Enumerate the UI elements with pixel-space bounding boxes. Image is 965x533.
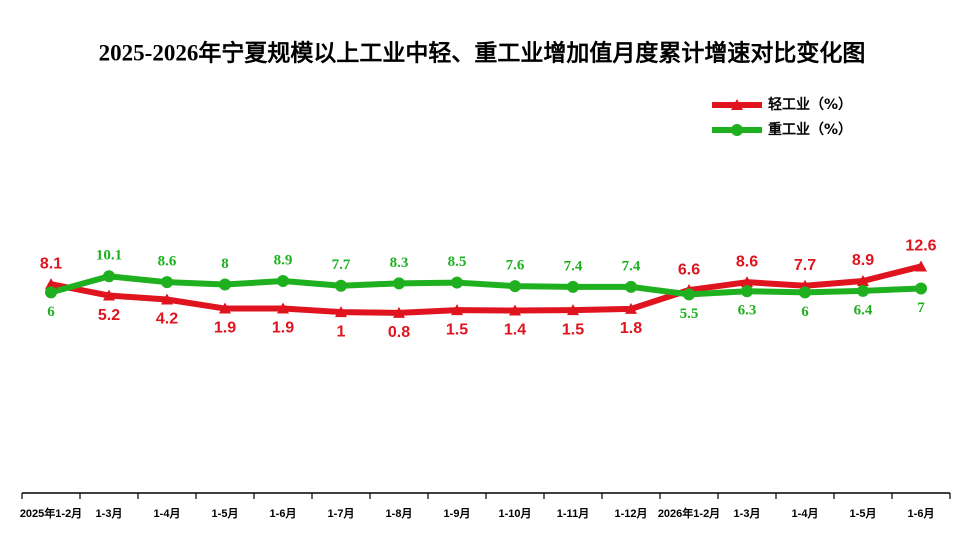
point (219, 278, 231, 291)
x-tick-label: 1-10月 (498, 507, 531, 520)
data-label: 8.9 (852, 252, 874, 269)
point (335, 279, 347, 292)
data-label: 5.2 (98, 307, 120, 324)
point (731, 124, 743, 136)
legend-label: 重工业（%） (768, 121, 852, 138)
point (451, 304, 463, 316)
point (161, 293, 173, 305)
point (625, 280, 637, 293)
x-tick-label: 1-3月 (734, 507, 761, 520)
point (857, 284, 869, 297)
point (219, 302, 231, 314)
data-label: 0.8 (388, 324, 410, 341)
data-label: 1.5 (446, 321, 468, 338)
data-label: 7.6 (506, 258, 525, 274)
data-label: 7.7 (332, 257, 351, 273)
x-tick-label: 1-5月 (850, 507, 877, 520)
point (103, 289, 115, 301)
data-label: 1.9 (214, 320, 236, 337)
point (161, 276, 173, 289)
data-label: 8.3 (390, 255, 409, 271)
data-label: 1 (337, 323, 346, 340)
data-label: 7.4 (564, 258, 583, 274)
x-tick-label: 1-11月 (557, 507, 589, 520)
point (915, 260, 927, 272)
x-tick-label: 1-8月 (386, 507, 413, 520)
data-label: 1.8 (620, 320, 642, 337)
point (45, 286, 57, 299)
x-tick-label: 1-4月 (154, 507, 181, 520)
point (103, 270, 115, 283)
data-label: 8.1 (40, 255, 62, 272)
data-label: 8 (221, 256, 229, 272)
data-label: 12.6 (905, 238, 936, 255)
data-label: 1.4 (504, 322, 526, 339)
data-label: 8.6 (736, 253, 758, 270)
point (625, 302, 637, 314)
point (567, 280, 579, 293)
point (277, 302, 289, 314)
data-label: 4.2 (156, 311, 178, 328)
data-label: 8.5 (448, 254, 467, 270)
data-label: 10.1 (96, 248, 122, 264)
point (45, 278, 57, 290)
x-tick-label: 1-4月 (792, 507, 819, 520)
data-label: 7 (917, 300, 925, 316)
point (451, 276, 463, 289)
x-tick-label: 1-3月 (96, 507, 123, 520)
point (857, 274, 869, 286)
x-tick-label: 1-6月 (908, 507, 935, 520)
data-label: 7.7 (794, 257, 816, 274)
x-tick-label: 2026年1-2月 (658, 506, 720, 520)
data-label: 6 (801, 304, 809, 320)
point (277, 274, 289, 287)
point (335, 306, 347, 318)
point (731, 99, 743, 110)
series-line (50, 263, 922, 316)
point (509, 304, 521, 316)
data-label: 6.4 (854, 302, 873, 318)
point (567, 304, 579, 316)
data-label: 1.9 (272, 320, 294, 337)
x-tick-label: 1-6月 (270, 507, 297, 520)
data-label: 6.6 (678, 261, 700, 278)
point (741, 276, 753, 288)
point (741, 285, 753, 298)
data-label: 1.5 (562, 321, 584, 338)
data-label: 8.9 (274, 252, 293, 268)
x-tick-label: 1-9月 (444, 507, 471, 520)
point (683, 288, 695, 301)
x-tick-label: 1-12月 (614, 507, 647, 520)
point (393, 306, 405, 318)
data-label: 6 (47, 304, 55, 320)
legend-label: 轻工业（%） (768, 96, 852, 113)
point (509, 280, 521, 293)
data-label: 5.5 (680, 306, 699, 322)
x-tick-label: 1-7月 (328, 507, 355, 520)
point (393, 277, 405, 290)
data-label: 8.6 (158, 254, 177, 270)
data-label: 6.3 (738, 303, 757, 319)
chart-title: 2025-2026年宁夏规模以上工业中轻、重工业增加值月度累计增速对比变化图 (99, 39, 866, 65)
point (915, 282, 927, 295)
data-label: 7.4 (622, 258, 641, 274)
x-tick-label: 2025年1-2月 (20, 506, 82, 520)
point (799, 286, 811, 299)
x-tick-label: 1-5月 (212, 507, 239, 520)
series-line (50, 273, 922, 298)
